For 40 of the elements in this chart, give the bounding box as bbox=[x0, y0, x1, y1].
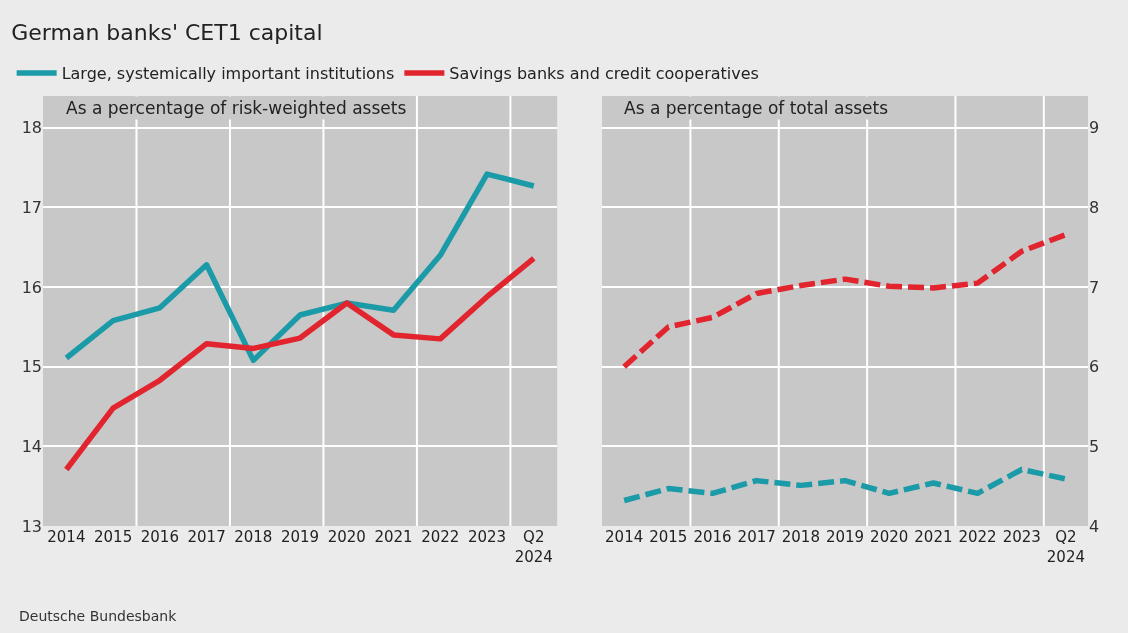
x-tick-label: 2016 bbox=[140, 528, 179, 546]
x-tick-label: 2017 bbox=[737, 528, 776, 546]
x-tick-label: 2014 bbox=[47, 528, 86, 546]
chart-subtitle: As a percentage of risk-weighted assets bbox=[66, 98, 407, 118]
x-tick-label: 2015 bbox=[649, 528, 688, 546]
x-tick-label: 2015 bbox=[94, 528, 133, 546]
legend-label: Large, systemically important institutions bbox=[61, 64, 395, 84]
x-tick-label: 2022 bbox=[421, 528, 460, 546]
x-tick-label: 2022 bbox=[958, 528, 997, 546]
y-tick-label: 5 bbox=[1089, 436, 1100, 456]
y-tick-label: 8 bbox=[1089, 198, 1100, 218]
legend-label: Savings banks and credit cooperatives bbox=[449, 64, 759, 84]
y-tick-label: 16 bbox=[21, 277, 42, 297]
x-tick-label: 2019 bbox=[825, 528, 865, 546]
chart-title: German banks' CET1 capital bbox=[11, 19, 323, 45]
x-tick-label: Q2 2024 bbox=[1046, 528, 1086, 566]
x-tick-label: 2023 bbox=[1002, 528, 1041, 546]
x-tick-label: 2019 bbox=[280, 528, 320, 546]
x-tick-label: 2018 bbox=[234, 528, 273, 546]
x-tick-label: 2020 bbox=[327, 528, 366, 546]
y-tick-label: 13 bbox=[21, 516, 42, 536]
y-tick-label: 4 bbox=[1089, 516, 1100, 536]
chart-subtitle: As a percentage of total assets bbox=[624, 98, 889, 118]
x-tick-label: 2016 bbox=[693, 528, 732, 546]
x-tick-label: 2021 bbox=[374, 528, 413, 546]
x-tick-label: 2021 bbox=[914, 528, 953, 546]
x-tick-label: 2020 bbox=[870, 528, 909, 546]
x-tick-label: 2014 bbox=[605, 528, 644, 546]
y-tick-label: 6 bbox=[1089, 357, 1100, 377]
y-tick-label: 9 bbox=[1089, 118, 1100, 138]
x-tick-label: 2017 bbox=[187, 528, 226, 546]
x-tick-label: Q2 2024 bbox=[514, 528, 553, 566]
x-tick-label: 2018 bbox=[781, 528, 820, 546]
y-tick-label: 17 bbox=[21, 198, 42, 218]
text: Deutsche Bundesbank bbox=[19, 608, 178, 624]
y-tick-label: 7 bbox=[1089, 277, 1100, 297]
x-tick-label: 2023 bbox=[467, 528, 507, 546]
y-tick-label: 18 bbox=[21, 118, 42, 138]
y-tick-label: 15 bbox=[21, 357, 42, 377]
y-tick-label: 14 bbox=[21, 436, 42, 456]
